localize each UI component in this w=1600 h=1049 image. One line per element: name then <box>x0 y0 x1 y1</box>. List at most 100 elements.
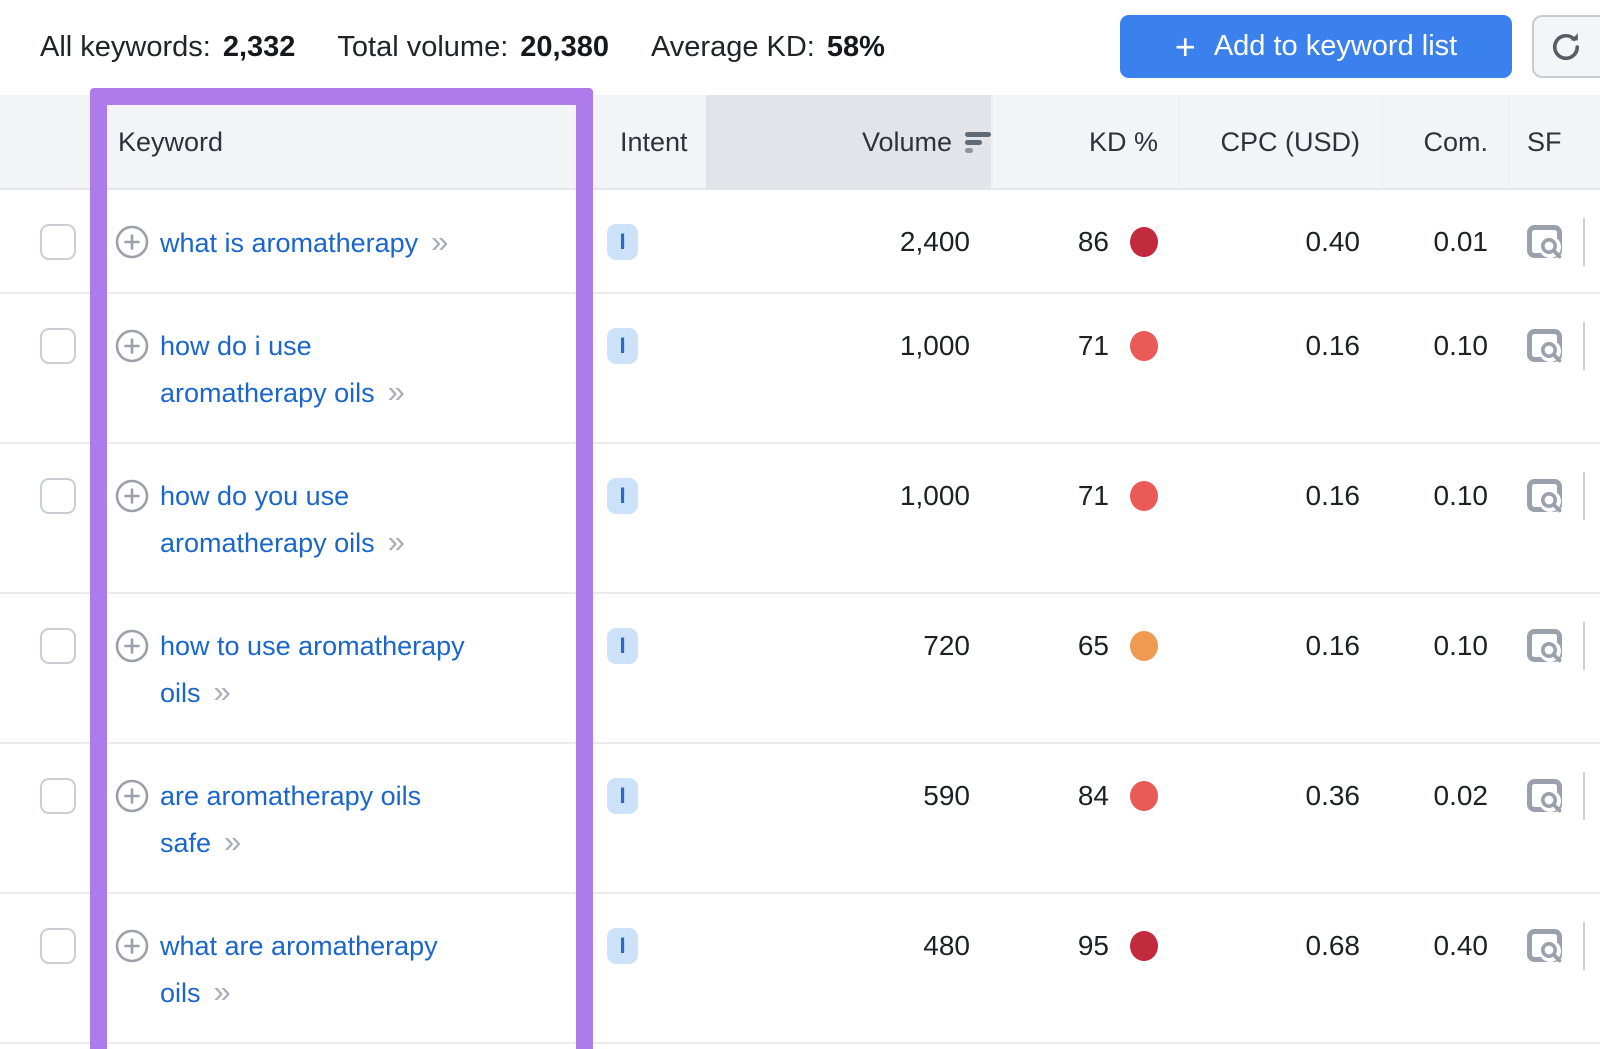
add-keyword-plus-icon[interactable] <box>115 225 149 259</box>
add-keyword-plus-icon[interactable] <box>115 929 149 963</box>
kd-difficulty-dot <box>1130 781 1158 811</box>
keyword-row: what is aromatherapy»I2,400860.400.01 <box>0 190 1600 294</box>
keyword-line: safe » <box>160 819 421 866</box>
column-header-com[interactable]: Com. <box>1423 95 1488 190</box>
serp-snapshot-icon[interactable] <box>1527 629 1564 664</box>
kd-value: 71 <box>1078 330 1109 362</box>
cpc-value: 0.36 <box>1306 778 1361 814</box>
volume-value: 2,400 <box>900 224 970 260</box>
volume-value: 1,000 <box>900 328 970 364</box>
stat-label: Average KD: <box>651 31 815 64</box>
volume-header-label: Volume <box>862 127 952 158</box>
plus-icon: + <box>1175 29 1196 65</box>
kd-difficulty-dot <box>1130 481 1158 511</box>
column-header-kd[interactable]: KD % <box>1089 95 1158 190</box>
keyword-link[interactable]: what is aromatherapy <box>160 228 418 258</box>
serp-snapshot-icon[interactable] <box>1527 929 1564 964</box>
kd-cell: 95 <box>1078 928 1158 964</box>
expand-keyword-chevron-icon[interactable]: » <box>431 224 448 259</box>
keyword-link[interactable]: are aromatherapy oils <box>160 781 421 811</box>
serp-snapshot-icon[interactable] <box>1527 479 1564 514</box>
expand-keyword-chevron-icon[interactable]: » <box>388 374 405 409</box>
kd-cell: 86 <box>1078 224 1158 260</box>
com-value: 0.01 <box>1434 224 1489 260</box>
intent-badge[interactable]: I <box>607 478 638 514</box>
row-checkbox[interactable] <box>40 328 76 364</box>
add-keyword-plus-icon[interactable] <box>115 329 149 363</box>
kd-difficulty-dot <box>1130 227 1158 257</box>
add-to-keyword-list-button[interactable]: + Add to keyword list <box>1120 15 1512 78</box>
kd-difficulty-dot <box>1130 331 1158 361</box>
stat-value: 20,380 <box>520 31 609 64</box>
keyword-line: how do i use <box>160 323 405 369</box>
column-header-intent[interactable]: Intent <box>620 95 688 190</box>
add-keyword-plus-icon[interactable] <box>115 479 149 513</box>
keyword-link[interactable]: how do i use <box>160 331 312 361</box>
keyword-link[interactable]: how to use aromatherapy <box>160 631 465 661</box>
kd-value: 71 <box>1078 480 1109 512</box>
keyword-link[interactable]: what are aromatherapy <box>160 931 438 961</box>
kd-cell: 71 <box>1078 328 1158 364</box>
row-checkbox[interactable] <box>40 628 76 664</box>
keyword-row: how do you usearomatherapy oils»I1,00071… <box>0 444 1600 594</box>
keyword-link[interactable]: oils <box>160 978 201 1008</box>
intent-badge[interactable]: I <box>607 928 638 964</box>
kd-difficulty-dot <box>1130 631 1158 661</box>
kd-cell: 71 <box>1078 478 1158 514</box>
keyword-link[interactable]: safe <box>160 828 211 858</box>
serp-snapshot-icon[interactable] <box>1527 225 1564 260</box>
keyword-line: aromatherapy oils » <box>160 519 405 566</box>
com-value: 0.02 <box>1434 778 1489 814</box>
expand-keyword-chevron-icon[interactable]: » <box>388 524 405 559</box>
refresh-button[interactable] <box>1532 15 1600 78</box>
sf-column-divider <box>1583 322 1585 370</box>
expand-keyword-chevron-icon[interactable]: » <box>214 674 231 709</box>
keyword-link[interactable]: aromatherapy oils <box>160 378 375 408</box>
serp-snapshot-icon[interactable] <box>1527 329 1564 364</box>
intent-badge[interactable]: I <box>607 224 638 260</box>
intent-badge[interactable]: I <box>607 628 638 664</box>
column-header-sf[interactable]: SF <box>1527 95 1562 190</box>
sort-descending-icon <box>965 131 992 154</box>
stat-value: 58% <box>827 31 885 64</box>
stat-label: Total volume: <box>337 31 508 64</box>
volume-value: 480 <box>923 928 970 964</box>
intent-badge[interactable]: I <box>607 778 638 814</box>
keyword-line: aromatherapy oils » <box>160 369 405 416</box>
com-value: 0.40 <box>1434 928 1489 964</box>
keyword-line: oils » <box>160 669 465 716</box>
keyword-line: what are aromatherapy <box>160 923 438 969</box>
keyword-line: oils » <box>160 969 438 1016</box>
com-value: 0.10 <box>1434 478 1489 514</box>
add-keyword-plus-icon[interactable] <box>115 779 149 813</box>
column-header-volume[interactable]: Volume <box>862 95 992 190</box>
sf-column-divider <box>1583 218 1585 266</box>
com-value: 0.10 <box>1434 328 1489 364</box>
add-keyword-plus-icon[interactable] <box>115 629 149 663</box>
kd-difficulty-dot <box>1130 931 1158 961</box>
expand-keyword-chevron-icon[interactable]: » <box>214 974 231 1009</box>
keyword-link[interactable]: how do you use <box>160 481 349 511</box>
summary-stats: All keywords: 2,332 Total volume: 20,380… <box>40 0 927 95</box>
column-header-keyword: Keyword <box>118 95 223 190</box>
stat-label: All keywords: <box>40 31 211 64</box>
row-checkbox[interactable] <box>40 778 76 814</box>
intent-badge[interactable]: I <box>607 328 638 364</box>
row-checkbox[interactable] <box>40 928 76 964</box>
keyword-link[interactable]: aromatherapy oils <box>160 528 375 558</box>
keyword-row: are aromatherapy oilssafe»I590840.360.02 <box>0 744 1600 894</box>
stat-all-keywords: All keywords: 2,332 <box>40 31 295 64</box>
expand-keyword-chevron-icon[interactable]: » <box>224 824 241 859</box>
row-checkbox[interactable] <box>40 478 76 514</box>
keyword-line: how to use aromatherapy <box>160 623 465 669</box>
serp-snapshot-icon[interactable] <box>1527 779 1564 814</box>
row-checkbox[interactable] <box>40 224 76 260</box>
kd-value: 95 <box>1078 930 1109 962</box>
column-header-cpc[interactable]: CPC (USD) <box>1221 95 1361 190</box>
volume-value: 720 <box>923 628 970 664</box>
keyword-link[interactable]: oils <box>160 678 201 708</box>
com-value: 0.10 <box>1434 628 1489 664</box>
kd-cell: 65 <box>1078 628 1158 664</box>
kd-value: 86 <box>1078 226 1109 258</box>
keyword-line: what is aromatherapy » <box>160 219 448 266</box>
